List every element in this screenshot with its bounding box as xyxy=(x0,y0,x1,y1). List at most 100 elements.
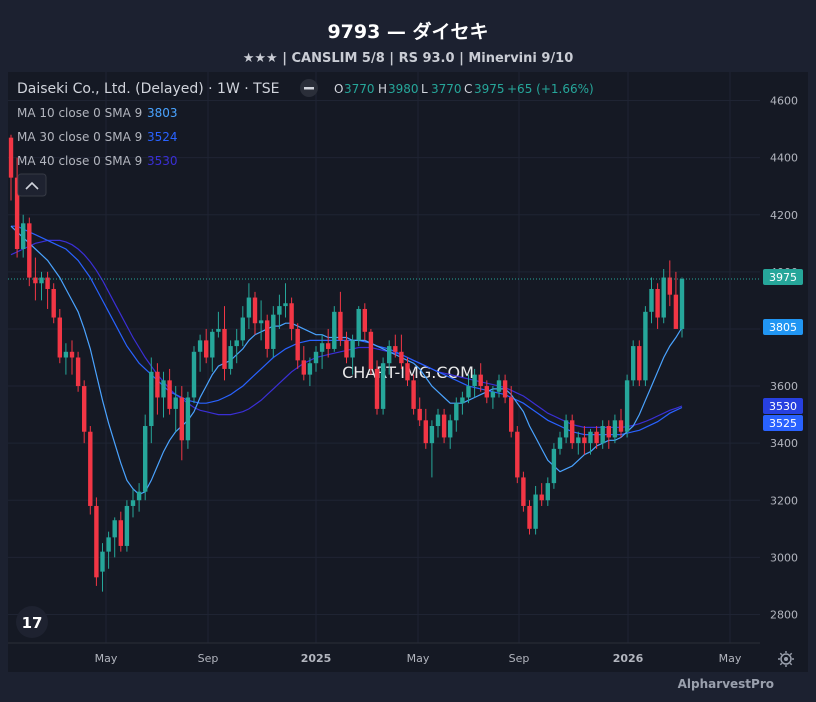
candle-body xyxy=(234,340,239,347)
price-tag xyxy=(763,398,803,414)
candle-body xyxy=(380,363,386,409)
symbol-line: Daiseki Co., Ltd. (Delayed) · 1W · TSE xyxy=(17,81,279,97)
price-tag-label: 3525 xyxy=(769,417,797,430)
candle-body xyxy=(539,494,544,501)
candle-body xyxy=(63,351,69,358)
y-tick-label: 4200 xyxy=(770,209,798,222)
candle-body xyxy=(368,331,374,369)
candle-body xyxy=(551,448,557,484)
price-tag-label: 3975 xyxy=(769,271,797,284)
candle-body xyxy=(33,277,38,284)
price-tag xyxy=(763,269,803,285)
price-tag xyxy=(763,319,803,335)
price-tags: 3975 3805 3530 3525 xyxy=(763,269,803,431)
indicator-label: MA 30 close 0 SMA 9 xyxy=(17,130,142,144)
candle-body xyxy=(679,278,685,329)
candle-body xyxy=(326,343,331,349)
candle-body xyxy=(557,437,563,449)
candle-body xyxy=(173,397,178,409)
candle-body xyxy=(124,505,130,546)
candle-body xyxy=(618,420,624,432)
candle-body xyxy=(356,308,361,341)
candle-body xyxy=(423,420,428,444)
candle-body xyxy=(441,414,447,438)
candle-body xyxy=(649,288,654,312)
candlesticks xyxy=(8,134,685,592)
candle-body xyxy=(21,223,26,250)
candle-body xyxy=(563,420,569,438)
candle-body xyxy=(197,340,203,352)
candle-body xyxy=(106,537,111,552)
y-tick-label: 3200 xyxy=(770,494,798,507)
legend-toggle-button[interactable] xyxy=(300,79,318,97)
candle-body xyxy=(472,374,477,387)
candle-body xyxy=(429,426,435,444)
candle-body xyxy=(576,437,581,444)
indicator-value: 3524 xyxy=(147,130,178,144)
candle-body xyxy=(490,391,496,398)
candle-body xyxy=(185,397,191,441)
candle-body xyxy=(252,297,258,324)
chart-title: 9793 — ダイセキ xyxy=(327,21,489,43)
candle-body xyxy=(374,368,380,409)
candle-body xyxy=(155,371,160,398)
candle-body xyxy=(606,426,611,438)
chart-subtitle: ★★★ | CANSLIM 5/8 | RS 93.0 | Minervini … xyxy=(242,51,574,66)
candle-body xyxy=(301,360,306,375)
candle-body xyxy=(57,317,62,358)
candle-body xyxy=(204,340,209,358)
ohlc-key: C xyxy=(464,82,472,96)
indicator-label: MA 40 close 0 SMA 9 xyxy=(17,154,142,168)
y-tick-label: 4600 xyxy=(770,95,798,108)
candle-body xyxy=(100,551,105,572)
candle-body xyxy=(94,505,99,578)
x-tick-label: May xyxy=(719,652,742,665)
candle-body xyxy=(313,351,319,364)
candle-body xyxy=(295,328,300,361)
candle-body xyxy=(502,380,508,398)
x-tick-label: Sep xyxy=(509,652,530,665)
candle-body xyxy=(75,357,81,387)
price-tag xyxy=(763,415,803,431)
candle-body xyxy=(265,320,270,349)
candle-body xyxy=(161,380,166,398)
candle-body xyxy=(661,277,666,318)
price-tag-label: 3530 xyxy=(769,400,797,413)
ohlc-key: O xyxy=(334,82,343,96)
candle-body xyxy=(216,328,221,332)
candle-body xyxy=(283,303,288,307)
x-tick-label: Sep xyxy=(198,652,219,665)
ohlc-value: 3975 xyxy=(474,82,505,96)
candle-body xyxy=(191,351,197,398)
candle-body xyxy=(448,420,453,438)
footer-brand: AlpharvestPro xyxy=(677,677,774,691)
chart-panel[interactable]: May Sep 2025 May Sep 2026 May 2800 3000 3200 3400… xyxy=(8,72,808,672)
settings-gear-icon[interactable] xyxy=(778,651,794,667)
candle-body xyxy=(460,397,465,404)
y-tick-label: 4400 xyxy=(770,152,798,165)
indicator-label: MA 10 close 0 SMA 9 xyxy=(17,106,142,120)
candle-body xyxy=(350,340,355,358)
candle-body xyxy=(82,386,87,432)
y-tick-label: 2800 xyxy=(770,608,798,621)
candle-body xyxy=(399,351,404,364)
tradingview-logo-icon[interactable]: 17 xyxy=(16,606,48,638)
y-tick-label: 3600 xyxy=(770,380,798,393)
candle-body xyxy=(667,277,672,295)
price-chart[interactable]: May Sep 2025 May Sep 2026 May 2800 3000 3200 3400… xyxy=(8,72,808,672)
candle-body xyxy=(527,505,532,529)
candle-body xyxy=(14,177,20,250)
candle-body xyxy=(624,380,630,432)
indicator-value: 3803 xyxy=(147,106,178,120)
indicator-value: 3530 xyxy=(147,154,178,168)
collapse-legend-button[interactable] xyxy=(17,173,47,197)
candle-body xyxy=(600,426,605,444)
candle-body xyxy=(435,414,441,427)
candle-body xyxy=(69,351,75,358)
candle-body xyxy=(332,311,337,349)
candle-body xyxy=(411,380,416,409)
candle-body xyxy=(478,374,483,387)
candle-body xyxy=(307,363,313,375)
change-value: +65 (+1.66%) xyxy=(507,82,594,96)
candle-body xyxy=(289,303,294,329)
